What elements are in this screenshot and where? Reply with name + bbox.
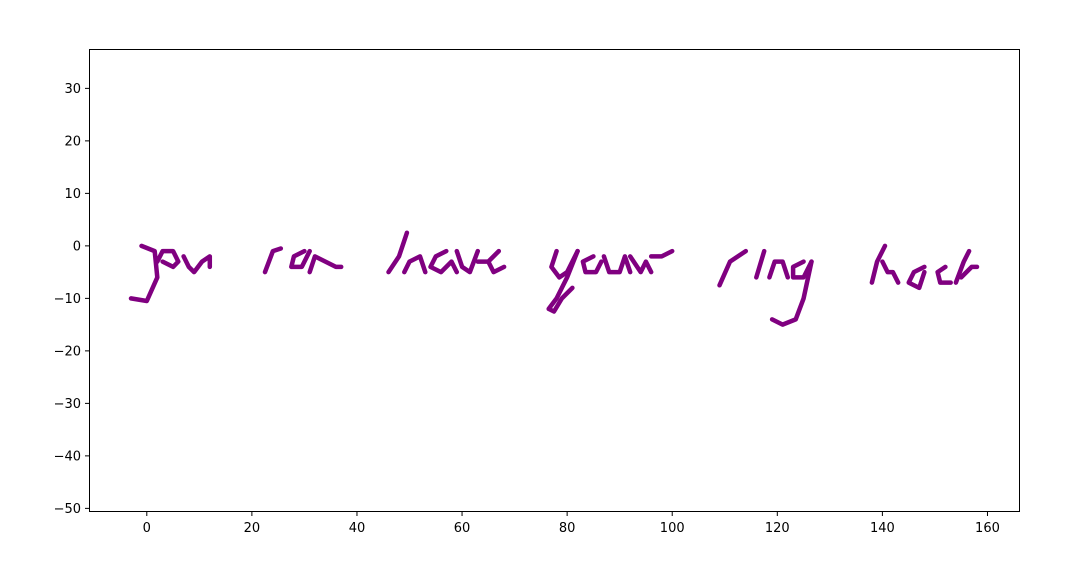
stroke-27: [958, 264, 980, 280]
y-tick-label: 0: [73, 239, 81, 254]
stroke-19: [767, 259, 791, 280]
x-tick-label: 120: [765, 521, 790, 536]
x-tick-label: 160: [975, 521, 1000, 536]
stroke-3: [262, 246, 284, 275]
stroke-18: [754, 248, 767, 280]
stroke-16: [648, 248, 675, 259]
stroke-23: [880, 259, 901, 285]
stroke-4: [289, 248, 312, 270]
stroke-9: [454, 248, 481, 275]
stroke-12: [546, 248, 580, 314]
x-tick-label: 20: [244, 521, 261, 536]
x-tick-label: 60: [454, 521, 471, 536]
stroke-0: [128, 243, 160, 304]
y-tick-label: 10: [64, 187, 81, 202]
x-axis: 0 20 40 60 80 100 120 140 160: [143, 511, 1000, 536]
x-tick-label: 40: [349, 521, 366, 536]
stroke-2: [181, 254, 213, 275]
stroke-10: [475, 248, 507, 275]
stroke-13: [580, 254, 604, 275]
stroke-1: [155, 248, 181, 270]
stroke-26: [953, 248, 972, 285]
y-tick-label: −50: [54, 502, 81, 517]
stroke-7: [402, 254, 428, 275]
x-tick-label: 100: [660, 521, 685, 536]
stroke-22: [869, 243, 888, 285]
stroke-25: [935, 264, 953, 285]
stroke-15: [627, 254, 654, 275]
stroke-8: [428, 248, 460, 275]
x-tick-label: 140: [870, 521, 895, 536]
y-tick-label: −20: [54, 344, 81, 359]
x-tick-label: 0: [143, 521, 151, 536]
stroke-21: [769, 259, 814, 327]
stroke-17: [717, 248, 749, 288]
stroke-5: [307, 254, 344, 275]
x-tick-label: 80: [559, 521, 576, 536]
plot-frame: [89, 49, 1020, 512]
y-axis: −50 −40 −30 −20 −10 0 10 20 30: [54, 82, 90, 517]
y-tick-label: −40: [54, 449, 81, 464]
stroke-24: [906, 264, 927, 291]
y-tick-label: −30: [54, 397, 81, 412]
stroke-20: [790, 259, 814, 280]
y-tick-label: 20: [64, 134, 81, 149]
stroke-14: [601, 254, 633, 275]
handwriting-strokes: [128, 230, 980, 327]
y-tick-label: −10: [54, 292, 81, 307]
y-tick-label: 30: [64, 82, 81, 97]
plot-background: [89, 49, 1019, 511]
stroke-6: [386, 230, 410, 275]
